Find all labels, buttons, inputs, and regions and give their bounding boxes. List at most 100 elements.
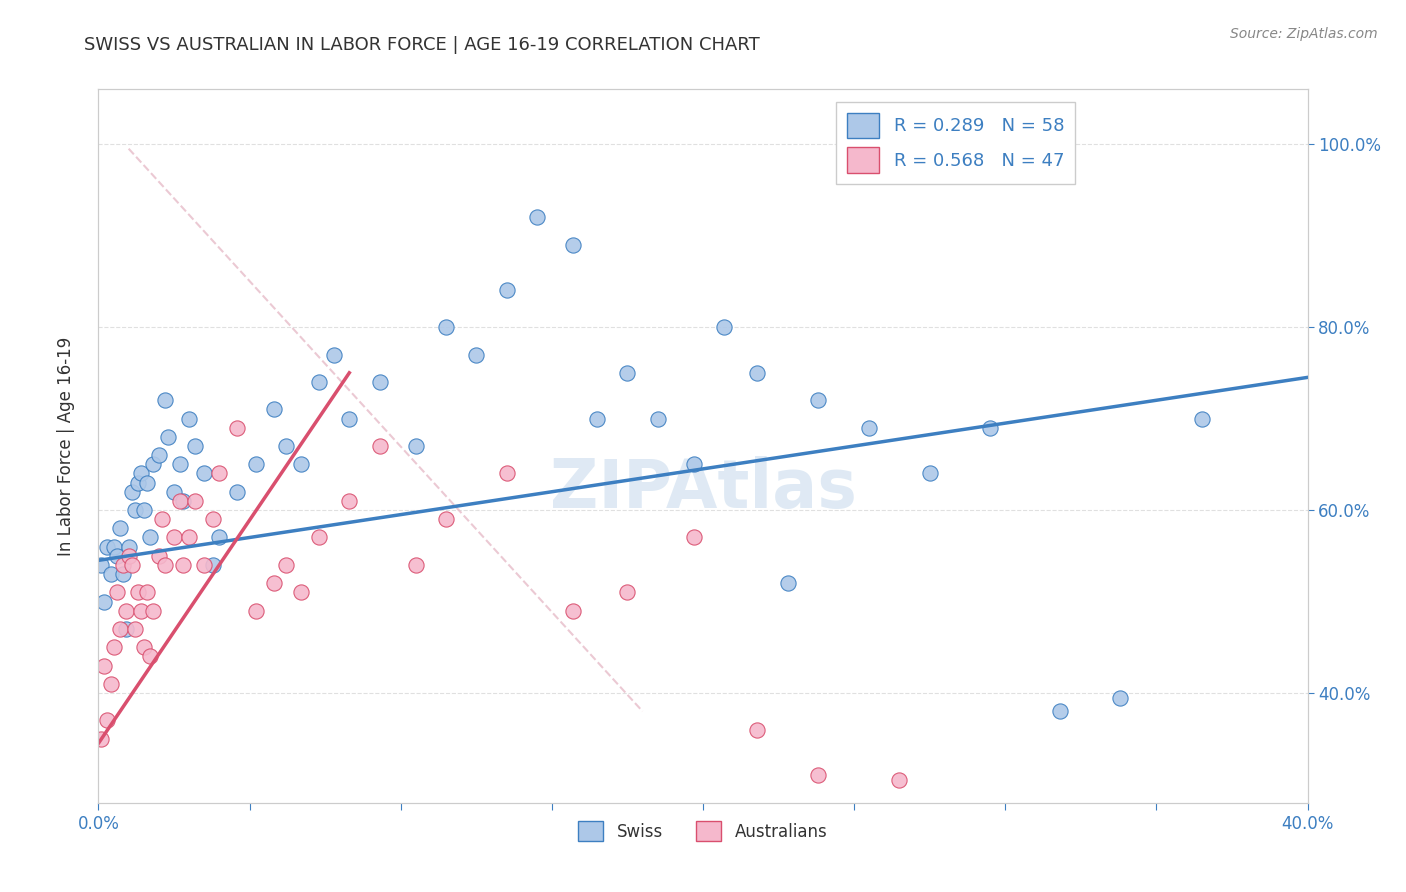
Point xyxy=(150,512,173,526)
Point xyxy=(118,549,141,563)
Point xyxy=(616,366,638,380)
Point xyxy=(90,558,112,572)
Point xyxy=(169,458,191,472)
Point xyxy=(323,347,346,361)
Point xyxy=(121,484,143,499)
Point xyxy=(193,558,215,572)
Point xyxy=(405,439,427,453)
Point xyxy=(111,567,134,582)
Point xyxy=(114,622,136,636)
Point xyxy=(208,467,231,481)
Point xyxy=(747,723,769,737)
Point xyxy=(129,604,152,618)
Point xyxy=(93,594,115,608)
Point xyxy=(586,411,609,425)
Point xyxy=(148,549,170,563)
Point xyxy=(1049,704,1071,718)
Point xyxy=(1191,411,1213,425)
Y-axis label: In Labor Force | Age 16-19: In Labor Force | Age 16-19 xyxy=(56,336,75,556)
Point xyxy=(184,494,207,508)
Point xyxy=(308,375,330,389)
Point xyxy=(124,503,146,517)
Point xyxy=(127,585,149,599)
Point xyxy=(274,439,297,453)
Point xyxy=(616,585,638,599)
Point xyxy=(111,558,134,572)
Point xyxy=(562,604,585,618)
Point xyxy=(368,375,391,389)
Point xyxy=(776,576,799,591)
Point xyxy=(683,531,706,545)
Point xyxy=(118,540,141,554)
Point xyxy=(153,393,176,408)
Point xyxy=(368,439,391,453)
Point xyxy=(647,411,669,425)
Point xyxy=(148,448,170,462)
Point xyxy=(169,494,191,508)
Point xyxy=(858,420,880,434)
Point xyxy=(202,558,225,572)
Point xyxy=(127,475,149,490)
Point xyxy=(434,320,457,334)
Point xyxy=(290,458,312,472)
Point xyxy=(245,458,267,472)
Point xyxy=(807,393,830,408)
Point xyxy=(337,411,360,425)
Text: SWISS VS AUSTRALIAN IN LABOR FORCE | AGE 16-19 CORRELATION CHART: SWISS VS AUSTRALIAN IN LABOR FORCE | AGE… xyxy=(84,36,761,54)
Point xyxy=(179,411,201,425)
Point xyxy=(105,549,128,563)
Point xyxy=(202,512,225,526)
Point xyxy=(142,458,165,472)
Point xyxy=(121,558,143,572)
Point xyxy=(1109,690,1132,705)
Point xyxy=(713,320,735,334)
Point xyxy=(495,467,517,481)
Point xyxy=(208,531,231,545)
Point xyxy=(226,420,249,434)
Point xyxy=(807,768,830,782)
Point xyxy=(172,558,194,572)
Point xyxy=(129,467,152,481)
Point xyxy=(918,467,941,481)
Point xyxy=(172,494,194,508)
Point xyxy=(495,284,517,298)
Point xyxy=(434,512,457,526)
Text: ZIPAtlas: ZIPAtlas xyxy=(550,456,856,522)
Point xyxy=(290,585,312,599)
Point xyxy=(103,640,125,655)
Point xyxy=(337,494,360,508)
Point xyxy=(96,540,118,554)
Point xyxy=(108,622,131,636)
Point xyxy=(979,420,1001,434)
Point xyxy=(163,531,186,545)
Point xyxy=(308,531,330,545)
Text: Source: ZipAtlas.com: Source: ZipAtlas.com xyxy=(1230,27,1378,41)
Point xyxy=(96,714,118,728)
Point xyxy=(93,658,115,673)
Point xyxy=(100,677,122,691)
Point xyxy=(526,211,548,225)
Point xyxy=(184,439,207,453)
Point xyxy=(139,531,162,545)
Point xyxy=(132,503,155,517)
Point xyxy=(193,467,215,481)
Point xyxy=(90,731,112,746)
Point xyxy=(683,458,706,472)
Point xyxy=(142,604,165,618)
Point xyxy=(1049,888,1071,892)
Point xyxy=(156,430,179,444)
Point xyxy=(465,347,488,361)
Point xyxy=(103,540,125,554)
Point xyxy=(179,531,201,545)
Point xyxy=(747,366,769,380)
Point xyxy=(105,585,128,599)
Point xyxy=(114,604,136,618)
Point xyxy=(405,558,427,572)
Legend: Swiss, Australians: Swiss, Australians xyxy=(572,814,834,848)
Point xyxy=(226,484,249,499)
Point xyxy=(889,772,911,787)
Point xyxy=(139,649,162,664)
Point xyxy=(135,585,157,599)
Point xyxy=(100,567,122,582)
Point xyxy=(124,622,146,636)
